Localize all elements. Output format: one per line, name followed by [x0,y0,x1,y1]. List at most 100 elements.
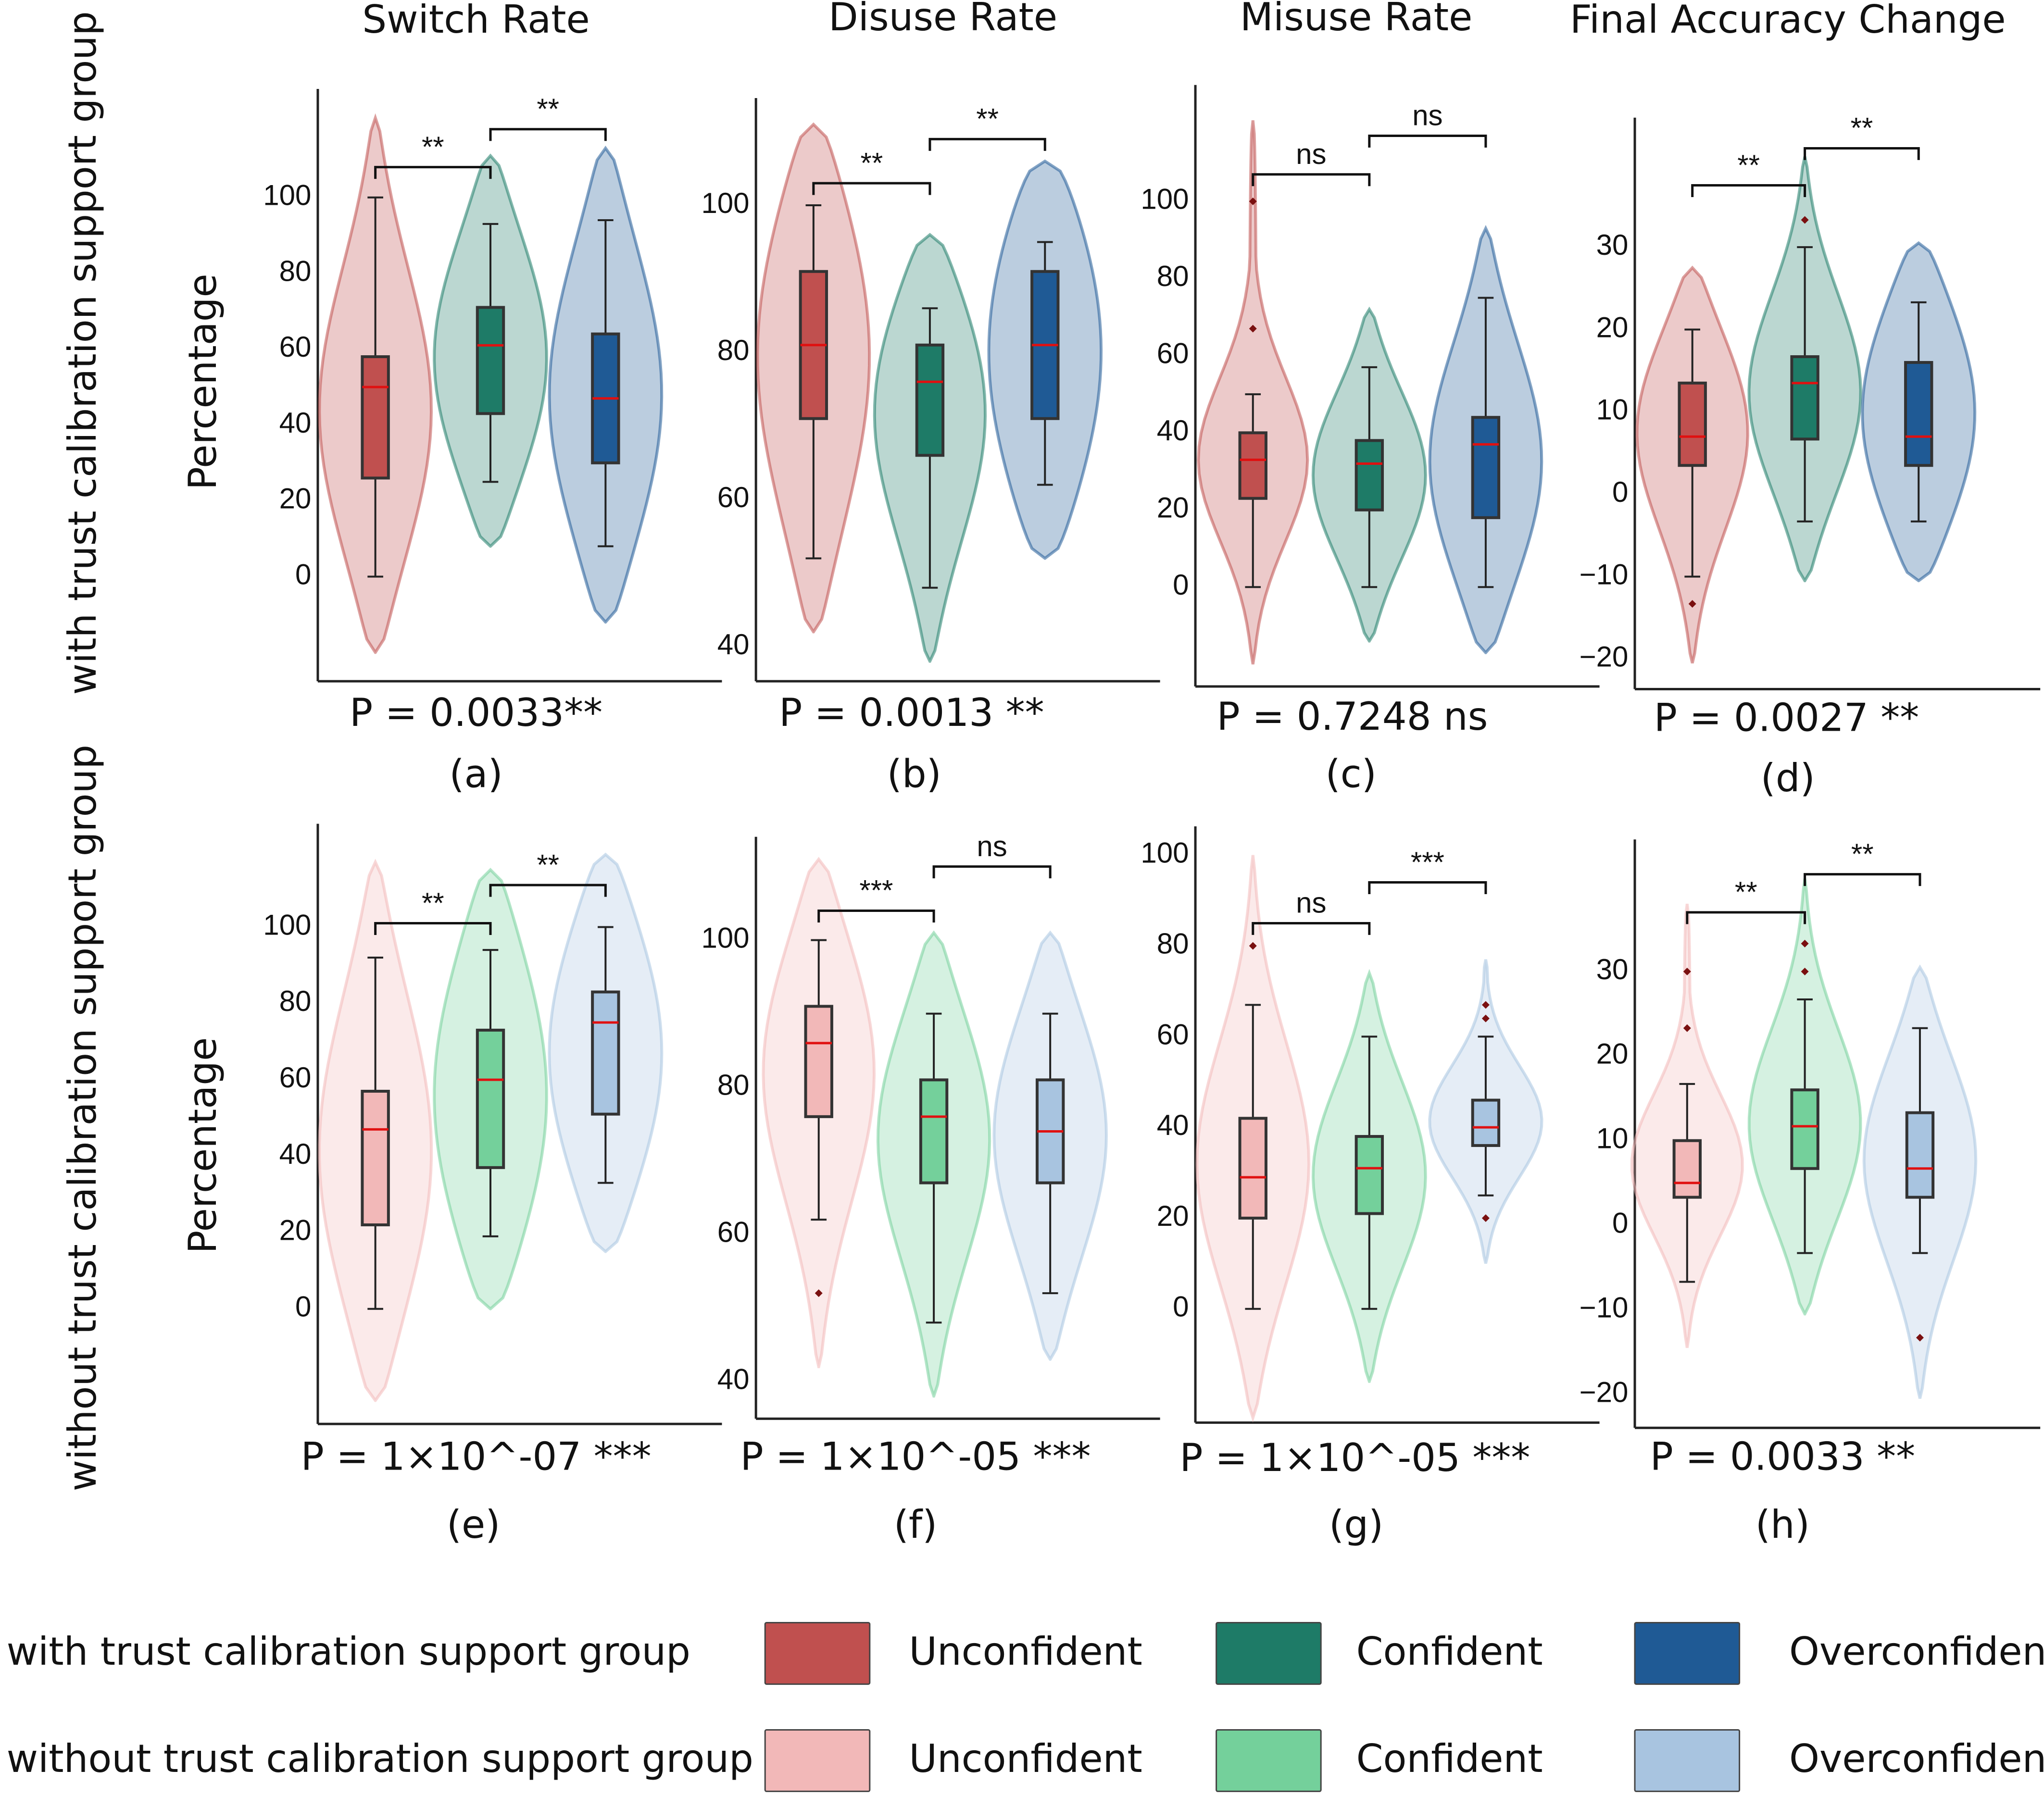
y-tick-label: 80 [1157,260,1189,292]
y-tick-label: 30 [1596,953,1629,985]
box-unconfident [804,1005,833,1118]
y-tick-label: 80 [717,334,750,366]
violin-unconfident [1197,120,1309,665]
legend: with trust calibration support group Unco… [7,1622,2044,1792]
significance-bracket [1252,173,1371,187]
chart-panel-h: −20 −10 0 10 20 30 ** ** P = 0.0033 ** (h) [1580,838,2041,1547]
significance-bracket [817,909,935,922]
significance-bracket [1686,911,1806,924]
outlier-point [1249,197,1257,205]
y-tick-label: 60 [279,1061,312,1094]
y-tick-label: 100 [1141,183,1189,215]
box-confident [1790,1088,1819,1170]
chart-panel-c: Misuse Rate 0 20 40 60 80 100 ns ns P = 0.7248 ns… [1141,0,1600,797]
y-tick-label: 40 [1157,1109,1189,1141]
legend-swatch-confident [1216,1622,1322,1685]
y-tick-label: 10 [1596,1122,1629,1155]
outlier-point [1481,1014,1490,1022]
significance-label: ns [1412,100,1442,132]
significance-label: ** [1851,838,1874,870]
chart-panel-a: Switch Rate Percentage 0 20 40 60 80 100 ** ** P =… [180,0,722,797]
legend-item-label: Confident [1356,1736,1543,1781]
y-tick-label: 40 [1157,414,1189,447]
significance-bracket [1368,134,1487,148]
significance-label: ns [1296,138,1326,170]
y-tick-label: 80 [717,1069,750,1101]
y-tick-label: 20 [1157,492,1189,524]
outlier-point [1683,967,1691,975]
box-confident [476,1028,505,1169]
y-tick-label: 60 [1157,337,1189,370]
panel-letter: (e) [447,1502,501,1547]
legend-item-label: Overconfident [1789,1736,2044,1781]
box-unconfident [1238,1117,1267,1220]
significance-bracket [1252,922,1371,935]
y-tick-label: 40 [279,1138,312,1170]
chart-panel-b: Disuse Rate 40 60 80 100 ** ** P = 0.0013 ** (b) [701,0,1160,797]
legend-item-label: Unconfident [909,1736,1142,1781]
chart-panel-d: Final Accuracy Change −20 −10 0 10 20 30 ** ** P … [1570,0,2041,800]
significance-bracket [1368,881,1487,894]
y-tick-label: 0 [1173,569,1189,601]
panel-title: Misuse Rate [1240,0,1472,39]
legend-item-label: Overconfident [1789,1629,2044,1674]
significance-label: ns [1296,887,1326,919]
p-value: P = 0.0027 ** [1654,696,1919,740]
box-confident [476,306,505,415]
y-tick-label: 10 [1596,394,1629,426]
panel-title: Final Accuracy Change [1570,0,2006,42]
box-overconfident [1471,1098,1501,1147]
significance-bracket [932,865,1052,879]
y-tick-label: 100 [263,179,311,212]
y-tick-label: −10 [1580,1291,1629,1323]
box-unconfident [1672,1139,1702,1199]
box-unconfident [361,355,390,480]
y-axis-label: Percentage [180,274,225,490]
outlier-point [1683,1024,1691,1032]
p-value: P = 0.7248 ns [1217,694,1488,739]
significance-label: ** [861,147,883,179]
y-tick-label: 0 [1612,1207,1628,1239]
y-tick-label: 80 [279,985,312,1017]
significance-bracket [489,884,607,897]
y-tick-label: 100 [263,909,311,941]
outlier-point [1801,216,1809,224]
y-tick-label: 0 [295,558,311,590]
significance-label: ** [976,103,999,135]
row-label-without: without trust calibration support group [60,745,105,1491]
box-confident [915,343,945,457]
y-tick-label: 20 [279,1214,312,1247]
y-tick-label: 20 [1596,1038,1629,1070]
significance-label: ns [977,830,1007,862]
legend-item-label: Confident [1356,1629,1543,1674]
outlier-point [1688,600,1696,608]
y-tick-label: 60 [1157,1018,1189,1050]
p-value: P = 0.0033 ** [1650,1434,1915,1479]
significance-bracket [812,182,931,195]
y-tick-label: 100 [1141,837,1189,869]
outlier-point [1249,324,1257,333]
outlier-point [1481,1001,1490,1009]
significance-label: ** [537,848,559,881]
legend-swatch-unconfident [764,1729,871,1792]
y-axis-label: Percentage [180,1037,225,1254]
significance-label: ** [422,131,444,163]
y-tick-label: −20 [1580,1376,1629,1408]
significance-bracket [1691,184,1806,198]
panel-letter: (h) [1756,1502,1810,1547]
outlier-point [815,1289,823,1297]
y-tick-label: 0 [1612,476,1628,508]
legend-swatch-overconfident [1634,1729,1741,1792]
significance-label: *** [1411,846,1444,878]
legend-swatch-unconfident [764,1622,871,1685]
significance-label: ** [537,93,559,125]
y-tick-label: 20 [1157,1200,1189,1232]
outlier-point [1481,1214,1490,1222]
significance-label: ** [1851,112,1873,144]
box-unconfident [361,1090,390,1226]
y-tick-label: 30 [1596,229,1629,261]
panel-letter: (a) [449,752,502,797]
panel-letter: (g) [1329,1502,1383,1547]
significance-bracket [1804,147,1920,160]
y-tick-label: 20 [1596,311,1629,343]
